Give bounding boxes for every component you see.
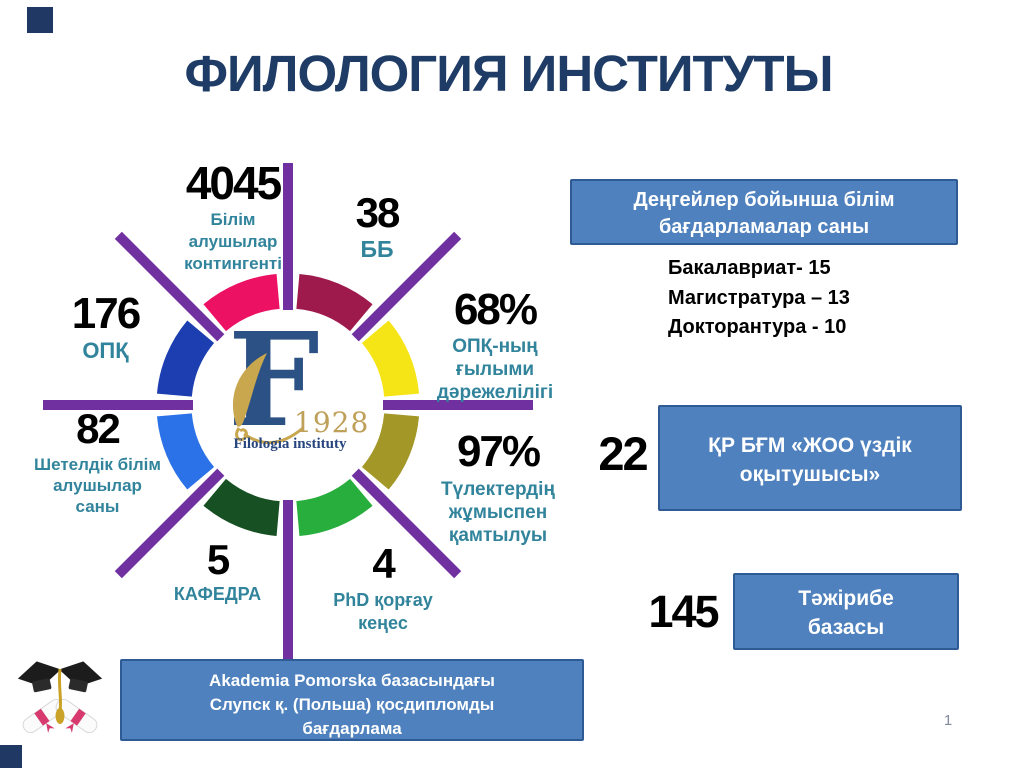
ring-segment-south-east <box>295 478 373 537</box>
best-teacher-box: ҚР БҒМ «ЖОО үздік оқытушысы» <box>658 405 962 511</box>
stat-bb: 38 ББ <box>327 189 427 263</box>
stat-departments: 5 КАФЕДРА <box>155 539 280 606</box>
page-number: 1 <box>943 712 953 729</box>
stat-value: 38 <box>355 189 401 236</box>
ring-segment-north-east <box>295 273 373 332</box>
stat-value: 5 <box>206 536 230 583</box>
teachers-count: 22 <box>598 427 648 480</box>
logo-year: 1928 <box>294 406 370 439</box>
stat-value: 97% <box>456 427 541 476</box>
practice-count: 145 <box>648 586 719 637</box>
stat-value: 82 <box>76 405 121 452</box>
stat-label: ОПҚ-ның ғылыми дәрежелілігі <box>436 336 554 403</box>
stat-label: Шетелдік білім алушылар саны <box>34 455 161 516</box>
ring-segment-east-upper <box>361 320 420 398</box>
ring-diagram <box>43 163 533 662</box>
practice-base-box: Тәжірибе базасы <box>733 573 959 650</box>
stat-label: ББ <box>360 236 394 262</box>
corner-square-top-left <box>27 7 53 33</box>
stat-opk-degree: 68% ОПҚ-ның ғылыми дәрежелілігі <box>415 288 575 404</box>
stat-opk: 176 ОПҚ <box>48 289 163 364</box>
levels-box: Деңгейлер бойынша білім бағдарламалар са… <box>570 179 958 245</box>
ring-segment-east-lower <box>361 412 420 490</box>
ring-segment-north-west <box>203 273 281 332</box>
levels-list: Бакалавриат- 15 Магистратура – 13 Доктор… <box>668 257 850 338</box>
ring-ray <box>351 231 462 342</box>
logo-name: Filologia instituty <box>233 436 347 452</box>
stat-value: 4 <box>372 540 395 587</box>
ring-segments <box>156 273 420 537</box>
feather-quill-icon <box>232 353 304 445</box>
stat-value: 4045 <box>185 157 282 209</box>
ring-ray <box>351 468 462 579</box>
stat-foreign-students: 82 Шетелдік білім алушылар саны <box>20 408 175 517</box>
ring-ray <box>114 231 225 342</box>
graduation-caps-icon <box>17 661 103 734</box>
stat-value: 176 <box>71 289 141 338</box>
ring-segment-west-upper <box>156 320 215 398</box>
ring-segment-south-west <box>203 478 281 537</box>
stat-label: КАФЕДРА <box>173 584 262 604</box>
ring-ray <box>114 468 225 579</box>
ring-segment-west-lower <box>156 412 215 490</box>
stat-label: PhD қорғау кеңес <box>333 590 433 633</box>
corner-square-bottom-left <box>0 745 22 768</box>
stat-students-contingent: 4045 Білім алушылар контингенті <box>128 160 338 275</box>
ring-rays <box>43 163 533 662</box>
stat-graduates-employment: 97% Түлектердің жұмыспен қамтылуы <box>418 430 578 547</box>
double-diploma-box: Akademia Pomorska базасындағы Слупск қ. … <box>120 659 584 741</box>
stat-phd-council: 4 PhD қорғау кеңес <box>328 543 438 635</box>
page-title: ФИЛОЛОГИЯ ИНСТИТУТЫ <box>184 45 833 102</box>
stat-label: ОПҚ <box>82 338 129 363</box>
stat-value: 68% <box>453 285 538 334</box>
stat-label: Білім алушылар контингенті <box>184 210 282 273</box>
stat-label: Түлектердің жұмыспен қамтылуы <box>441 479 555 546</box>
